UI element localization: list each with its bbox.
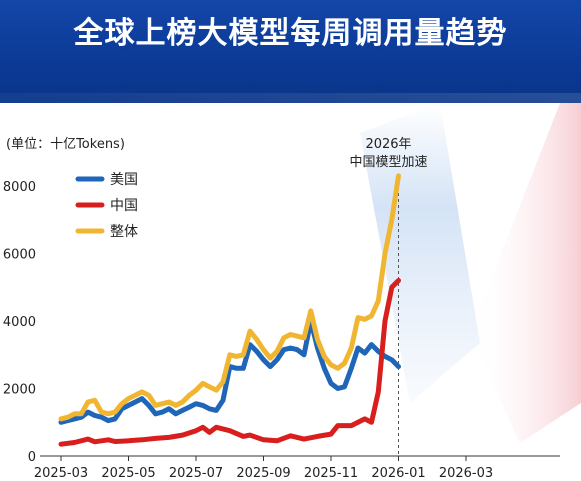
x-tick-label: 2025-11 (304, 466, 358, 481)
x-axis-ticks: 2025-03 2025-05 2025-07 2025-09 2025-11 2026-… (34, 456, 493, 481)
y-tick-label: 6000 (3, 248, 36, 263)
page-title: 全球上榜大模型每周调用量趋势 (73, 16, 508, 51)
y-tick-label: 4000 (3, 315, 36, 330)
series-line-us (58, 318, 401, 425)
line-chart: 2026年中国模型加速 (单位：十亿Tokens) 0 2000 4000 6000 8… (3, 103, 581, 481)
annotation-label: 2026年中国模型加速 (349, 137, 427, 170)
series-line-china (58, 278, 401, 447)
y-unit-label: (单位：十亿Tokens) (6, 137, 125, 152)
legend-label: 中国 (110, 198, 138, 214)
x-tick-label: 2026-03 (439, 466, 493, 481)
x-tick-label: 2025-09 (236, 466, 290, 481)
y-tick-label: 2000 (3, 383, 36, 398)
title-banner: 全球上榜大模型每周调用量趋势 (0, 0, 581, 103)
x-tick-label: 2026-01 (371, 466, 425, 481)
legend-label: 美国 (110, 172, 138, 188)
x-tick-label: 2025-07 (169, 466, 223, 481)
y-axis-ticks: 0 2000 4000 6000 8000 (3, 180, 36, 465)
legend-label: 整体 (110, 224, 138, 240)
x-tick-label: 2025-03 (34, 466, 88, 481)
y-tick-label: 8000 (3, 180, 36, 195)
x-tick-label: 2025-05 (101, 466, 155, 481)
backdrop-shape-blue (360, 103, 480, 403)
y-tick-label: 0 (28, 450, 36, 465)
backdrop-shape-red (470, 103, 581, 443)
series-lines (58, 173, 401, 447)
series-line-total (58, 173, 401, 422)
banner-band (0, 93, 581, 103)
